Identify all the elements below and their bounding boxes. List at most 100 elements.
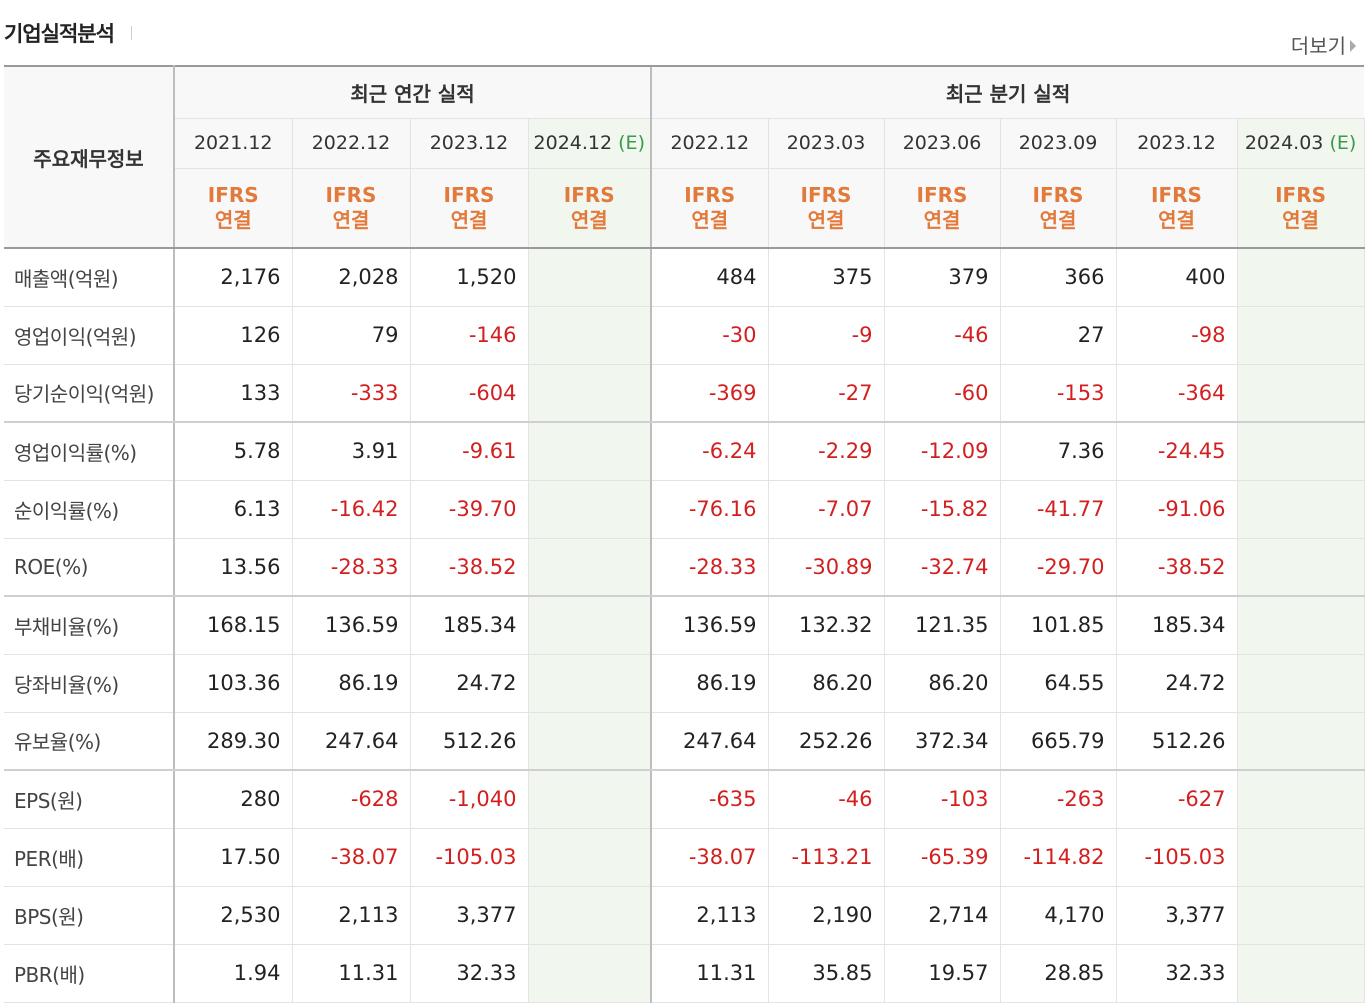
- row-label: 순이익률(%): [4, 480, 175, 539]
- period-label: 2024.03: [1244, 132, 1324, 154]
- table-cell: -153: [1000, 364, 1117, 423]
- more-link[interactable]: 더보기: [1291, 30, 1356, 59]
- table-cell: 168.15: [174, 596, 293, 655]
- ifrs-label: IFRS: [684, 182, 736, 207]
- table-row: 순이익률(%) 6.13 -16.42 -39.70 -76.16 -7.07 -15.82…: [4, 480, 1365, 539]
- table-cell: [1237, 770, 1365, 829]
- table-cell: 24.72: [1116, 654, 1238, 713]
- table-cell: 5.78: [174, 422, 293, 481]
- table-cell: -364: [1116, 364, 1238, 423]
- row-label: 유보율(%): [4, 712, 175, 771]
- period-header: 2024.03 (E): [1237, 118, 1365, 169]
- table-cell: -29.70: [1000, 538, 1117, 597]
- period-header: 2021.12: [174, 118, 293, 169]
- table-row: EPS(원) 280 -628 -1,040 -635 -46 -103 -263 -627: [4, 770, 1365, 829]
- table-cell: -98: [1116, 306, 1238, 365]
- row-label: PER(배): [4, 828, 175, 887]
- row-label: 당기순이익(억원): [4, 364, 175, 423]
- table-cell: -2.29: [768, 422, 885, 481]
- table-cell: 86.19: [650, 654, 769, 713]
- table-cell: 121.35: [884, 596, 1001, 655]
- table-row: 당좌비율(%) 103.36 86.19 24.72 86.19 86.20 86.20 64…: [4, 654, 1365, 713]
- table-cell: 375: [768, 248, 885, 307]
- table-cell: 11.31: [292, 944, 411, 1003]
- table-row: ROE(%) 13.56 -28.33 -38.52 -28.33 -30.89 -32.7…: [4, 538, 1365, 597]
- period-header: 2022.12: [650, 118, 769, 169]
- table-cell: 2,714: [884, 886, 1001, 945]
- table-cell: -333: [292, 364, 411, 423]
- table-cell: [528, 422, 652, 481]
- table-cell: 185.34: [1116, 596, 1238, 655]
- row-header-label: 주요재무정보: [4, 65, 175, 249]
- table-row: 당기순이익(억원) 133 -333 -604 -369 -27 -60 -153 -364: [4, 364, 1365, 423]
- consolidated-label: 연결: [332, 207, 370, 232]
- row-label: PBR(배): [4, 944, 175, 1003]
- table-cell: 372.34: [884, 712, 1001, 771]
- table-cell: -46: [768, 770, 885, 829]
- row-label: 매출액(억원): [4, 248, 175, 307]
- table-cell: -7.07: [768, 480, 885, 539]
- table-row: PBR(배) 1.94 11.31 32.33 11.31 35.85 19.57 28.85…: [4, 944, 1365, 1003]
- table-cell: [1237, 828, 1365, 887]
- table-cell: -38.07: [292, 828, 411, 887]
- table-cell: 133: [174, 364, 293, 423]
- table-cell: 32.33: [410, 944, 529, 1003]
- table-cell: 4,170: [1000, 886, 1117, 945]
- ifrs-header: IFRS 연결: [650, 168, 769, 249]
- table-cell: -146: [410, 306, 529, 365]
- table-cell: 280: [174, 770, 293, 829]
- section-title: 기업실적분석: [4, 22, 115, 46]
- table-cell: 3,377: [1116, 886, 1238, 945]
- table-cell: [528, 480, 652, 539]
- table-cell: 136.59: [292, 596, 411, 655]
- table-cell: -16.42: [292, 480, 411, 539]
- table-cell: -105.03: [1116, 828, 1238, 887]
- ifrs-label: IFRS: [800, 182, 852, 207]
- table-cell: 132.32: [768, 596, 885, 655]
- table-cell: -103: [884, 770, 1001, 829]
- quarter-group-header: 최근 분기 실적: [650, 65, 1365, 119]
- consolidated-label: 연결: [1039, 207, 1077, 232]
- table-cell: -113.21: [768, 828, 885, 887]
- table-cell: 136.59: [650, 596, 769, 655]
- table-row: 영업이익률(%) 5.78 3.91 -9.61 -6.24 -2.29 -12.09 7.3…: [4, 422, 1365, 481]
- period-label: 2023.12: [429, 132, 509, 154]
- ifrs-header: IFRS 연결: [174, 168, 293, 249]
- table-cell: -105.03: [410, 828, 529, 887]
- table-cell: 86.20: [768, 654, 885, 713]
- period-label: 2023.03: [786, 132, 866, 154]
- table-cell: [528, 248, 652, 307]
- table-cell: -263: [1000, 770, 1117, 829]
- table-cell: [1237, 944, 1365, 1003]
- table-cell: -604: [410, 364, 529, 423]
- row-label: EPS(원): [4, 770, 175, 829]
- ifrs-header: IFRS 연결: [528, 168, 652, 249]
- table-row: BPS(원) 2,530 2,113 3,377 2,113 2,190 2,714 4,17…: [4, 886, 1365, 945]
- table-cell: 7.36: [1000, 422, 1117, 481]
- table-cell: 366: [1000, 248, 1117, 307]
- table-cell: -9.61: [410, 422, 529, 481]
- table-cell: [528, 364, 652, 423]
- consolidated-label: 연결: [450, 207, 488, 232]
- period-label: 2021.12: [193, 132, 273, 154]
- table-cell: -30: [650, 306, 769, 365]
- ifrs-header: IFRS 연결: [410, 168, 529, 249]
- table-cell: -369: [650, 364, 769, 423]
- row-label: 부채비율(%): [4, 596, 175, 655]
- ifrs-label: IFRS: [1151, 182, 1202, 207]
- table-cell: 1,520: [410, 248, 529, 307]
- consolidated-label: 연결: [807, 207, 845, 232]
- table-cell: -12.09: [884, 422, 1001, 481]
- table-cell: -32.74: [884, 538, 1001, 597]
- row-label: 영업이익률(%): [4, 422, 175, 481]
- table-cell: 32.33: [1116, 944, 1238, 1003]
- consolidated-label: 연결: [1282, 207, 1319, 232]
- table-cell: 86.19: [292, 654, 411, 713]
- table-cell: 247.64: [650, 712, 769, 771]
- ifrs-label: IFRS: [325, 182, 377, 207]
- table-cell: [528, 886, 652, 945]
- table-cell: -41.77: [1000, 480, 1117, 539]
- table-cell: 35.85: [768, 944, 885, 1003]
- table-cell: 289.30: [174, 712, 293, 771]
- table-cell: -24.45: [1116, 422, 1238, 481]
